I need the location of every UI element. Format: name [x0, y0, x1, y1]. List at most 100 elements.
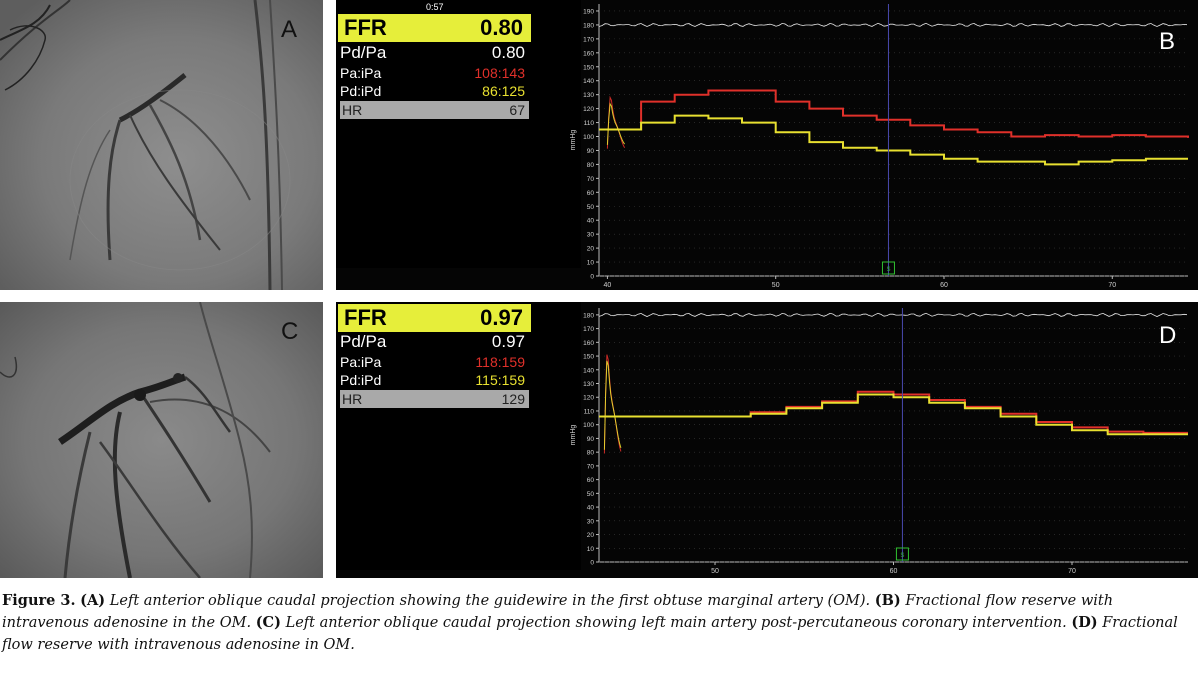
x-tick-label: 50 [711, 568, 719, 575]
pdpa-row: Pd/Pa 0.80 [340, 44, 529, 62]
pdpa-value: 0.97 [491, 332, 525, 351]
event-marker-box [881, 261, 895, 275]
pdipd-label: Pd:iPd [340, 372, 382, 388]
caption-text-c: Left anterior oblique caudal projection … [285, 615, 1067, 631]
event-marker-box [895, 547, 909, 561]
hr-label: HR [342, 391, 363, 407]
y-tick-label: 40 [587, 505, 595, 512]
y-tick-label: 140 [583, 78, 594, 85]
y-tick-label: 120 [583, 395, 594, 402]
event-marker-label: S [886, 267, 890, 273]
panel-letter-c: C [281, 318, 299, 345]
ffr-readout-b: 0:57 FFR 0.80 Pd/Pa 0.80 Pa:iPa 108:143 … [336, 0, 581, 268]
y-tick-label: 130 [583, 381, 594, 388]
caption-text-b: Fractional flow reserve with intravenous… [2, 593, 1114, 631]
y-tick-label: 190 [583, 8, 594, 15]
event-marker-label: S [900, 553, 904, 559]
reference-pressure-line [598, 312, 1188, 317]
y-tick-label: 180 [583, 22, 594, 29]
hr-value: 67 [509, 102, 525, 118]
monitor-panel-b: 0:57 FFR 0.80 Pd/Pa 0.80 Pa:iPa 108:143 … [336, 0, 1198, 290]
hr-label: HR [342, 102, 363, 118]
y-tick-label: 170 [583, 326, 594, 333]
pdipd-row: Pd:iPd 86:125 [340, 82, 529, 100]
paipa-label: Pa:iPa [340, 354, 382, 370]
caption-tag-a: (A) [80, 592, 106, 609]
elapsed-time: 0:57 [426, 2, 444, 12]
y-tick-label: 30 [587, 232, 595, 239]
pdpa-label: Pd/Pa [340, 332, 387, 351]
caption-tag-b: (B) [874, 592, 901, 609]
y-tick-label: 150 [583, 64, 594, 71]
paipa-row: Pa:iPa 118:159 [340, 353, 529, 371]
y-tick-label: 0 [590, 274, 594, 281]
pdipd-value: 86:125 [482, 83, 525, 99]
caption-figure-label: Figure 3. [2, 592, 76, 609]
y-tick-label: 90 [587, 148, 595, 155]
paipa-row: Pa:iPa 108:143 [340, 64, 529, 82]
panel-letter-b: B [1159, 28, 1176, 55]
caption-tag-c: (C) [255, 614, 281, 631]
y-tick-label: 10 [587, 260, 595, 267]
y-tick-label: 90 [587, 436, 595, 443]
panel-letter-a: A [281, 16, 298, 43]
y-tick-label: 100 [583, 422, 594, 429]
y-tick-label: 60 [587, 477, 595, 484]
pd-phasic-trace [603, 360, 622, 450]
y-tick-label: 160 [583, 50, 594, 57]
pdipd-label: Pd:iPd [340, 83, 382, 99]
y-tick-label: 140 [583, 367, 594, 374]
pd-phasic-trace [606, 102, 626, 145]
angiogram-image-a [0, 0, 323, 290]
paipa-label: Pa:iPa [340, 65, 382, 81]
ffr-readout-d: FFR 0.97 Pd/Pa 0.97 Pa:iPa 118:159 Pd:iP… [336, 302, 581, 570]
y-tick-label: 70 [587, 176, 595, 183]
y-tick-label: 20 [587, 246, 595, 253]
pressure-chart-d: 0 10 20 30 40 50 60 70 80 90 100 110 120 130 140 150 160… [570, 308, 1188, 575]
angiogram-image-c [0, 302, 323, 578]
pd-mean-line [599, 114, 1188, 166]
y-tick-label: 110 [584, 408, 595, 415]
pdipd-row: Pd:iPd 115:159 [340, 371, 529, 389]
angiogram-panel-a: A [0, 0, 323, 290]
y-tick-label: 30 [587, 518, 595, 525]
y-axis-label: mmHg [570, 425, 577, 446]
y-tick-label: 40 [587, 218, 595, 225]
paipa-value: 118:159 [475, 354, 525, 370]
pressure-chart-b: 0 10 20 30 40 50 60 70 80 90 100 110 120 130 140 150 160… [570, 4, 1189, 289]
y-tick-label: 60 [587, 190, 595, 197]
ffr-box: FFR 0.80 [338, 14, 531, 42]
reference-pressure-line [598, 22, 1188, 27]
y-tick-label: 80 [587, 450, 595, 457]
ffr-value: 0.80 [480, 15, 523, 40]
y-axis-label: mmHg [570, 130, 577, 151]
y-tick-label: 80 [587, 162, 595, 169]
caption-text-d: Fractional flow reserve with intravenous… [2, 615, 1178, 653]
pd-mean-line [599, 393, 1188, 436]
ffr-value: 0.97 [480, 305, 523, 330]
y-tick-label: 100 [583, 134, 594, 141]
y-tick-label: 170 [583, 36, 594, 43]
y-tick-label: 20 [587, 532, 595, 539]
y-tick-label: 50 [587, 491, 595, 498]
x-tick-label: 70 [1108, 282, 1116, 289]
y-tick-label: 110 [584, 120, 595, 127]
y-tick-label: 50 [587, 204, 595, 211]
ffr-box: FFR 0.97 [338, 304, 531, 332]
x-tick-label: 60 [890, 568, 898, 575]
ffr-label: FFR [344, 15, 387, 40]
hr-row: HR 67 [340, 101, 529, 119]
hr-row: HR 129 [340, 390, 529, 408]
panel-letter-d: D [1159, 322, 1177, 349]
figure-caption: Figure 3. (A) Left anterior oblique caud… [2, 590, 1198, 656]
ffr-label: FFR [344, 305, 387, 330]
caption-tag-d: (D) [1071, 614, 1098, 631]
x-tick-label: 60 [940, 282, 948, 289]
pdpa-label: Pd/Pa [340, 43, 387, 62]
y-tick-label: 70 [587, 463, 595, 470]
x-tick-label: 70 [1068, 568, 1076, 575]
angiogram-panel-c: C [0, 302, 323, 578]
y-tick-label: 150 [583, 354, 594, 361]
monitor-panel-d: FFR 0.97 Pd/Pa 0.97 Pa:iPa 118:159 Pd:iP… [336, 302, 1198, 578]
caption-text-a: Left anterior oblique caudal projection … [109, 593, 871, 609]
